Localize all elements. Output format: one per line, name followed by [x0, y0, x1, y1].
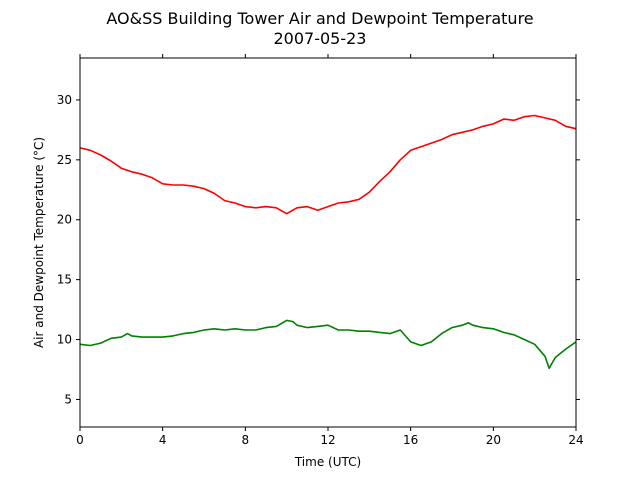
series-line-0: [79, 114, 577, 215]
y-tick-label: 20: [57, 213, 72, 227]
x-tick-label: 8: [242, 433, 250, 447]
x-tick-label: 4: [159, 433, 167, 447]
plot-frame: [79, 57, 577, 428]
chart-title: AO&SS Building Tower Air and Dewpoint Te…: [106, 9, 533, 28]
x-axis-label: Time (UTC): [294, 455, 361, 469]
y-tick-label: 10: [57, 333, 72, 347]
x-tick-label: 16: [403, 433, 418, 447]
chart-subtitle: 2007-05-23: [274, 29, 367, 48]
x-tick-label: 12: [320, 433, 335, 447]
x-tick-label: 0: [76, 433, 84, 447]
y-tick-label: 5: [64, 392, 72, 406]
y-tick-label: 15: [57, 273, 72, 287]
y-tick-label: 30: [57, 93, 72, 107]
x-tick-label: 20: [486, 433, 501, 447]
series-layer: [79, 114, 577, 370]
x-tick-label: 24: [568, 433, 583, 447]
tick-layer: 0 4 8 12 16 20 24 5 10 15 20 25 30: [57, 54, 584, 447]
y-axis-label: Air and Dewpoint Temperature (°C): [32, 137, 46, 348]
series-line-1: [79, 319, 577, 370]
y-tick-label: 25: [57, 153, 72, 167]
